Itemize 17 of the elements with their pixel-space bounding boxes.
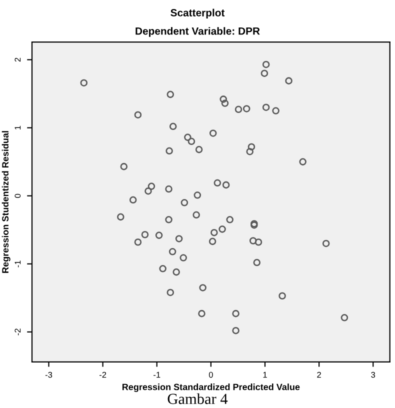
x-tick-label: -3 <box>45 372 52 378</box>
x-tick-label: -2 <box>99 372 106 378</box>
chart-title: Scatterplot <box>170 8 225 18</box>
x-tick-label: 3 <box>371 372 376 378</box>
y-tick-label: -1 <box>14 260 21 268</box>
x-tick-label: -1 <box>154 372 160 378</box>
y-tick-label: 2 <box>14 58 21 62</box>
y-tick-label: 0 <box>14 194 21 198</box>
x-tick-label: 2 <box>317 372 321 378</box>
y-axis-title: Regression Studentized Residual <box>2 131 10 273</box>
chart-subtitle: Dependent Variable: DPR <box>136 27 260 37</box>
x-axis-title: Regression Standardized Predicted Value <box>122 384 300 392</box>
y-tick-label: -2 <box>14 328 21 336</box>
y-tick-label: 1 <box>14 126 21 130</box>
x-tick-label: 1 <box>263 372 267 378</box>
x-tick-label: 0 <box>208 372 213 378</box>
text: Gambar 4 <box>168 393 228 404</box>
